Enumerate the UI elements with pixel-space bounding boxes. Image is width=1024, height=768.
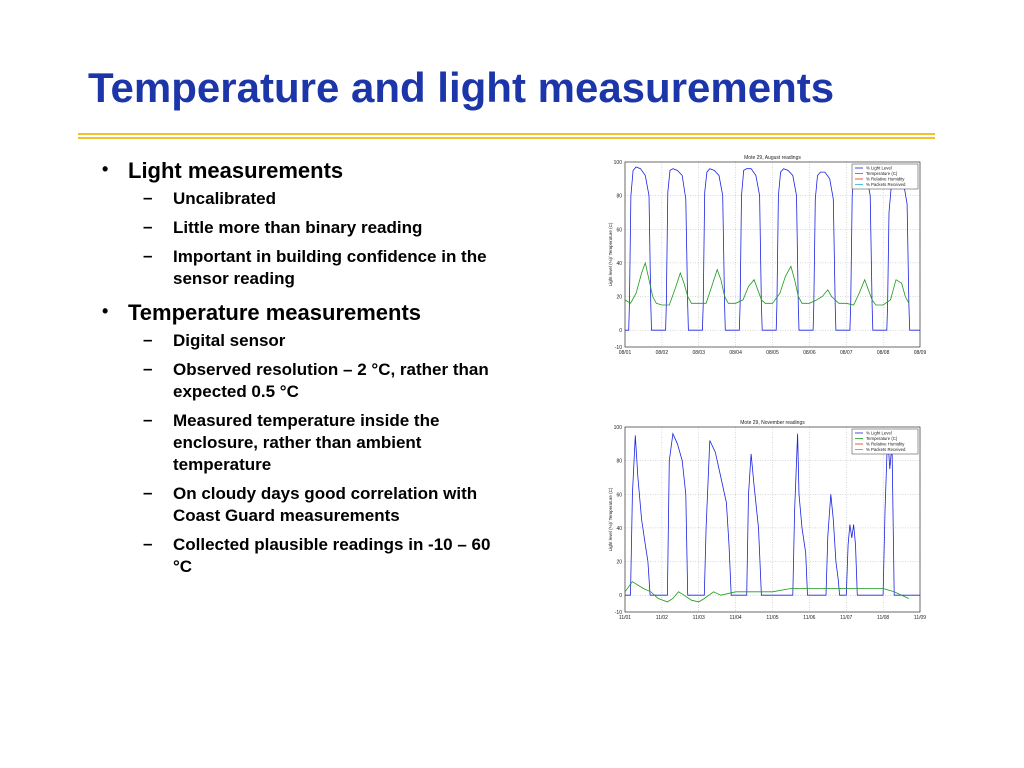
- y-tick-label: 40: [616, 526, 622, 532]
- sub-bullet-mark: –: [143, 246, 153, 265]
- y-tick-label: 20: [616, 560, 622, 566]
- slide-title: Temperature and light measurements: [88, 64, 835, 111]
- sub-bullet-text: Important in building confidence in the …: [173, 247, 487, 288]
- x-tick-label: 11/05: [766, 615, 778, 621]
- sub-bullet-item: – On cloudy days good correlation with Co…: [128, 483, 496, 527]
- x-tick-label: 11/03: [693, 615, 705, 621]
- sub-bullet-list: – Digital sensor – Observed resolution – 2…: [128, 330, 496, 578]
- x-tick-label: 11/08: [877, 615, 889, 621]
- bullet-mark: •: [102, 301, 109, 321]
- sub-bullet-item: – Uncalibrated: [128, 188, 496, 210]
- chart-title: Mote 29, August readings: [744, 155, 801, 161]
- x-tick-label: 08/07: [840, 350, 853, 356]
- sub-bullet-mark: –: [143, 410, 153, 429]
- sub-bullet-text: On cloudy days good correlation with Coa…: [173, 484, 478, 525]
- bullet-item: • Temperature measurements – Digital sens…: [96, 298, 496, 578]
- bullet-text: Light measurements: [128, 158, 344, 183]
- sub-bullet-text: Observed resolution – 2 °C, rather than …: [173, 360, 489, 401]
- chart-title: Mote 29, November readings: [740, 420, 805, 426]
- x-tick-label: 11/01: [619, 615, 631, 621]
- sub-bullet-mark: –: [143, 359, 153, 378]
- sub-bullet-text: Measured temperature inside the enclosur…: [173, 411, 440, 474]
- series-line: [624, 581, 910, 603]
- sub-bullet-item: – Collected plausible readings in -10 – 6…: [128, 534, 496, 578]
- november-readings-chart: Mote 29, November readings -10 0 20 40 60 80 10…: [605, 417, 930, 637]
- title-rule-top: [78, 133, 935, 135]
- sub-bullet-text: Digital sensor: [173, 331, 286, 350]
- sub-bullet-text: Uncalibrated: [173, 189, 276, 208]
- series-line: [625, 432, 920, 596]
- y-tick-label: 80: [616, 459, 622, 465]
- y-tick-label: 60: [616, 492, 622, 498]
- y-tick-label: 20: [616, 295, 622, 301]
- sub-bullet-text: Little more than binary reading: [173, 218, 423, 237]
- sub-bullet-mark: –: [143, 483, 153, 502]
- sub-bullet-mark: –: [143, 330, 153, 349]
- chart-svg: Mote 29, November readings -10 0 20 40 60 80 10…: [608, 420, 926, 621]
- sub-bullet-mark: –: [143, 534, 153, 553]
- y-tick-label: -10: [615, 345, 622, 351]
- legend-label: % Relative Humidity: [866, 442, 905, 447]
- bullet-text: Temperature measurements: [128, 300, 422, 325]
- plot-frame: [624, 426, 921, 613]
- x-tick-label: 08/09: [914, 350, 927, 356]
- legend-label: % Packets Received: [866, 447, 906, 452]
- x-tick-label: 08/04: [729, 350, 742, 356]
- chart-svg: Mote 29, August readings -10 0 20 40 60 80 100 0…: [608, 155, 927, 356]
- y-tick-label: -10: [615, 610, 622, 616]
- legend-label: % Light Level: [866, 166, 892, 171]
- sub-bullet-mark: –: [143, 217, 153, 236]
- sub-bullet-item: – Little more than binary reading: [128, 217, 496, 239]
- x-tick-label: 08/02: [656, 350, 669, 356]
- x-tick-label: 11/09: [914, 615, 926, 621]
- legend-label: Temperature (C): [866, 171, 898, 176]
- y-tick-label: 0: [619, 593, 622, 599]
- sub-bullet-text: Collected plausible readings in -10 – 60…: [173, 535, 491, 576]
- sub-bullet-item: – Digital sensor: [128, 330, 496, 352]
- sub-bullet-item: – Important in building confidence in the…: [128, 246, 496, 290]
- y-tick-label: 60: [616, 227, 622, 233]
- x-tick-label: 11/04: [730, 615, 742, 621]
- x-tick-label: 08/08: [877, 350, 890, 356]
- y-tick-label: 0: [619, 328, 622, 334]
- x-tick-label: 08/06: [803, 350, 816, 356]
- bullet-item: • Light measurements – Uncalibrated – Litt…: [96, 156, 496, 290]
- x-tick-label: 11/06: [803, 615, 815, 621]
- legend-label: Temperature (C): [866, 436, 898, 441]
- y-axis-label: Light level (%)/ Temperature (C): [608, 222, 613, 286]
- series-line: [624, 261, 910, 306]
- x-tick-label: 08/05: [766, 350, 779, 356]
- y-tick-label: 100: [614, 160, 623, 166]
- sub-bullet-item: – Measured temperature inside the enclosu…: [128, 410, 496, 476]
- x-tick-label: 08/03: [692, 350, 705, 356]
- plot-frame: [624, 161, 921, 348]
- august-readings-chart: Mote 29, August readings -10 0 20 40 60 80 100 0…: [605, 152, 930, 372]
- y-tick-label: 40: [616, 261, 622, 267]
- legend-label: % Relative Humidity: [866, 177, 905, 182]
- x-tick-label: 11/07: [840, 615, 852, 621]
- sub-bullet-item: – Observed resolution – 2 °C, rather than…: [128, 359, 496, 403]
- x-tick-label: 08/01: [619, 350, 632, 356]
- legend-label: % Light Level: [866, 431, 892, 436]
- bullet-list: • Light measurements – Uncalibrated – Litt…: [96, 156, 496, 586]
- x-tick-label: 11/02: [656, 615, 668, 621]
- y-tick-label: 100: [614, 425, 623, 431]
- sub-bullet-mark: –: [143, 188, 153, 207]
- y-axis-label: Light level (%)/ Temperature (C): [608, 487, 613, 551]
- sub-bullet-list: – Uncalibrated – Little more than binary r…: [128, 188, 496, 290]
- bullet-mark: •: [102, 159, 109, 179]
- legend-label: % Packets Received: [866, 182, 906, 187]
- series-line: [625, 166, 920, 331]
- y-tick-label: 80: [616, 194, 622, 200]
- title-rule-bottom: [78, 137, 935, 139]
